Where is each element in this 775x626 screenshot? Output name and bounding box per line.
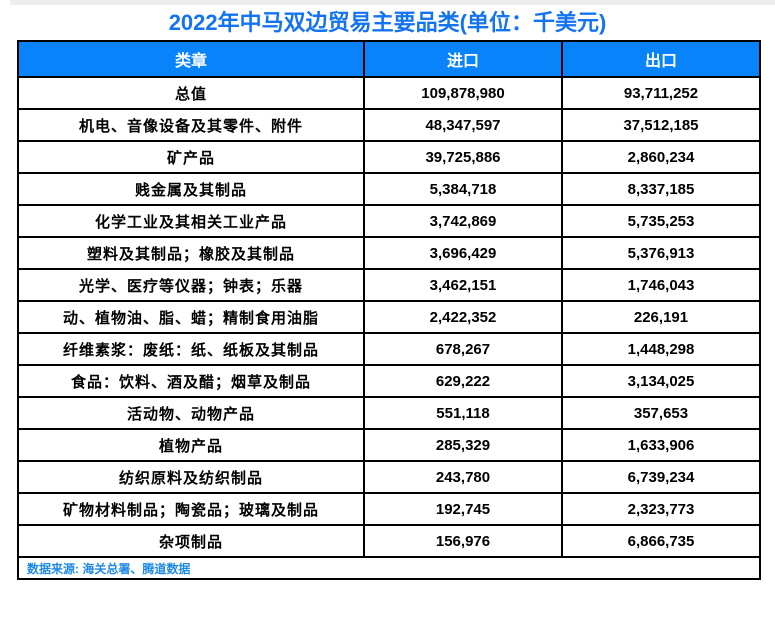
table-row: 矿物材料制品；陶瓷品；玻璃及制品 192,745 2,323,773 (17, 492, 761, 526)
table-row: 纤维素浆：废纸：纸、纸板及其制品 678,267 1,448,298 (17, 332, 761, 366)
cell-import: 285,329 (363, 428, 563, 462)
cell-export: 5,376,913 (561, 236, 761, 270)
cell-import: 3,462,151 (363, 268, 563, 302)
cell-export: 1,633,906 (561, 428, 761, 462)
cell-category: 杂项制品 (17, 524, 365, 558)
table-row: 贱金属及其制品 5,384,718 8,337,185 (17, 172, 761, 206)
cell-export: 6,866,735 (561, 524, 761, 558)
cell-export: 226,191 (561, 300, 761, 334)
cell-import: 3,742,869 (363, 204, 563, 238)
cell-export: 357,653 (561, 396, 761, 430)
cell-export: 1,448,298 (561, 332, 761, 366)
trade-table: 类章 进口 出口 总值 109,878,980 93,711,252 机电、音像设备及… (17, 40, 761, 580)
cell-export: 3,134,025 (561, 364, 761, 398)
table-row: 植物产品 285,329 1,633,906 (17, 428, 761, 462)
table-row: 总值 109,878,980 93,711,252 (17, 76, 761, 110)
cell-import: 678,267 (363, 332, 563, 366)
cell-category: 机电、音像设备及其零件、附件 (17, 108, 365, 142)
cell-category: 化学工业及其相关工业产品 (17, 204, 365, 238)
cell-export: 1,746,043 (561, 268, 761, 302)
cell-import: 3,696,429 (363, 236, 563, 270)
table-header: 类章 进口 出口 (17, 40, 761, 78)
cell-import: 192,745 (363, 492, 563, 526)
cell-import: 629,222 (363, 364, 563, 398)
cell-category: 植物产品 (17, 428, 365, 462)
cell-import: 2,422,352 (363, 300, 563, 334)
cell-import: 39,725,886 (363, 140, 563, 174)
cell-export: 2,323,773 (561, 492, 761, 526)
table-row: 食品：饮料、酒及醋；烟草及制品 629,222 3,134,025 (17, 364, 761, 398)
cell-category: 纺织原料及纺织制品 (17, 460, 365, 494)
table-row: 光学、医疗等仪器；钟表；乐器 3,462,151 1,746,043 (17, 268, 761, 302)
cell-import: 48,347,597 (363, 108, 563, 142)
table-row: 动、植物油、脂、蜡；精制食用油脂 2,422,352 226,191 (17, 300, 761, 334)
cell-export: 37,512,185 (561, 108, 761, 142)
cell-category: 光学、医疗等仪器；钟表；乐器 (17, 268, 365, 302)
cell-export: 8,337,185 (561, 172, 761, 206)
cell-category: 纤维素浆：废纸：纸、纸板及其制品 (17, 332, 365, 366)
table-row: 纺织原料及纺织制品 243,780 6,739,234 (17, 460, 761, 494)
cell-category: 塑料及其制品；橡胶及其制品 (17, 236, 365, 270)
table-row: 塑料及其制品；橡胶及其制品 3,696,429 5,376,913 (17, 236, 761, 270)
cell-category: 总值 (17, 76, 365, 110)
source-row: 数据来源: 海关总署、腾道数据 (17, 556, 761, 580)
cell-category: 矿产品 (17, 140, 365, 174)
table-row: 杂项制品 156,976 6,866,735 (17, 524, 761, 558)
header-row: 类章 进口 出口 (17, 40, 761, 78)
table-body: 总值 109,878,980 93,711,252 机电、音像设备及其零件、附件 48,… (17, 76, 761, 558)
table-row: 矿产品 39,725,886 2,860,234 (17, 140, 761, 174)
cell-import: 243,780 (363, 460, 563, 494)
table-footer: 数据来源: 海关总署、腾道数据 (17, 556, 761, 580)
top-edge-strip (10, 0, 775, 5)
data-source-note: 数据来源: 海关总署、腾道数据 (17, 556, 761, 580)
cell-export: 6,739,234 (561, 460, 761, 494)
cell-export: 5,735,253 (561, 204, 761, 238)
cell-category: 矿物材料制品；陶瓷品；玻璃及制品 (17, 492, 365, 526)
cell-category: 动、植物油、脂、蜡；精制食用油脂 (17, 300, 365, 334)
cell-category: 贱金属及其制品 (17, 172, 365, 206)
table-row: 化学工业及其相关工业产品 3,742,869 5,735,253 (17, 204, 761, 238)
cell-export: 2,860,234 (561, 140, 761, 174)
header-category: 类章 (17, 40, 365, 78)
page-title: 2022年中马双边贸易主要品类(单位：千美元) (168, 10, 607, 35)
cell-import: 109,878,980 (363, 76, 563, 110)
table-row: 机电、音像设备及其零件、附件 48,347,597 37,512,185 (17, 108, 761, 142)
cell-category: 食品：饮料、酒及醋；烟草及制品 (17, 364, 365, 398)
cell-import: 156,976 (363, 524, 563, 558)
cell-export: 93,711,252 (561, 76, 761, 110)
header-import: 进口 (363, 40, 563, 78)
header-export: 出口 (561, 40, 761, 78)
table-row: 活动物、动物产品 551,118 357,653 (17, 396, 761, 430)
cell-import: 5,384,718 (363, 172, 563, 206)
cell-import: 551,118 (363, 396, 563, 430)
cell-category: 活动物、动物产品 (17, 396, 365, 430)
